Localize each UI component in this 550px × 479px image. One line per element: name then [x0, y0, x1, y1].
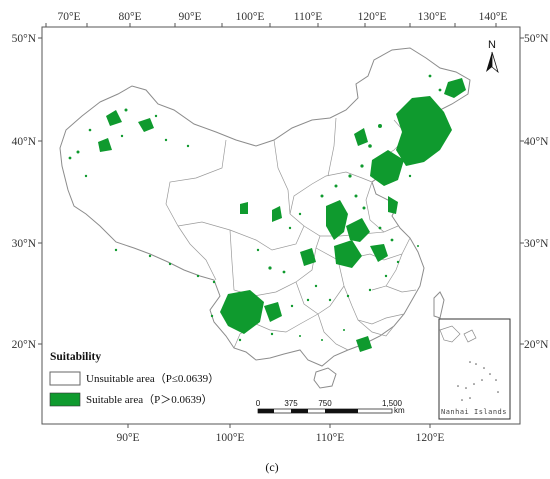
frame-ticks: [38, 23, 524, 428]
scale-label: 0: [256, 399, 261, 408]
scale-bar: 0 375 750 1,500 km: [256, 399, 405, 415]
legend-title: Suitability: [50, 351, 101, 363]
bottom-tick-label: 90°E: [116, 432, 139, 444]
left-tick-label: 30°N: [12, 238, 37, 250]
left-tick-label: 40°N: [12, 136, 37, 148]
hainan-island: [313, 367, 337, 389]
taiwan-island: [433, 291, 445, 319]
right-tick-label: 30°N: [524, 238, 549, 250]
right-tick-label: 50°N: [524, 33, 549, 45]
north-arrow: N: [486, 39, 499, 74]
legend-label-suitable: Suitable area（P＞0.0639）: [86, 393, 212, 406]
north-label: N: [488, 39, 496, 51]
top-tick-label: 80°E: [118, 11, 141, 23]
top-tick-label: 100°E: [236, 11, 265, 23]
country-outline: [59, 47, 471, 367]
top-tick-label: 130°E: [418, 11, 447, 23]
inset-map: Nanhai Islands: [438, 318, 511, 420]
top-tick-label: 140°E: [479, 11, 508, 23]
right-tick-label: 20°N: [524, 339, 549, 351]
panel-label: (c): [265, 460, 278, 474]
left-tick-label: 20°N: [12, 339, 37, 351]
bottom-tick-label: 100°E: [216, 432, 245, 444]
top-tick-label: 70°E: [57, 11, 80, 23]
suitable-area-regions: [98, 78, 466, 352]
bottom-tick-label: 110°E: [316, 432, 344, 444]
legend-swatch-unsuitable: [49, 371, 81, 386]
right-tick-label: 40°N: [524, 136, 549, 148]
scale-label: 375: [284, 399, 298, 408]
top-tick-label: 90°E: [178, 11, 201, 23]
suitable-area-scatter: [68, 74, 442, 342]
legend-label-unsuitable: Unsuitable area（P≤0.0639）: [86, 372, 219, 385]
scale-label: 750: [318, 399, 332, 408]
scale-label: 1,500: [382, 399, 403, 408]
top-tick-label: 110°E: [294, 11, 322, 23]
bottom-tick-label: 120°E: [416, 432, 445, 444]
top-tick-label: 120°E: [358, 11, 387, 23]
inset-label: Nanhai Islands: [441, 408, 507, 416]
legend: Suitability Unsuitable area（P≤0.0639） Su…: [49, 351, 219, 407]
scale-unit: km: [394, 406, 405, 415]
legend-swatch-suitable: [49, 392, 81, 407]
left-tick-label: 50°N: [12, 33, 37, 45]
